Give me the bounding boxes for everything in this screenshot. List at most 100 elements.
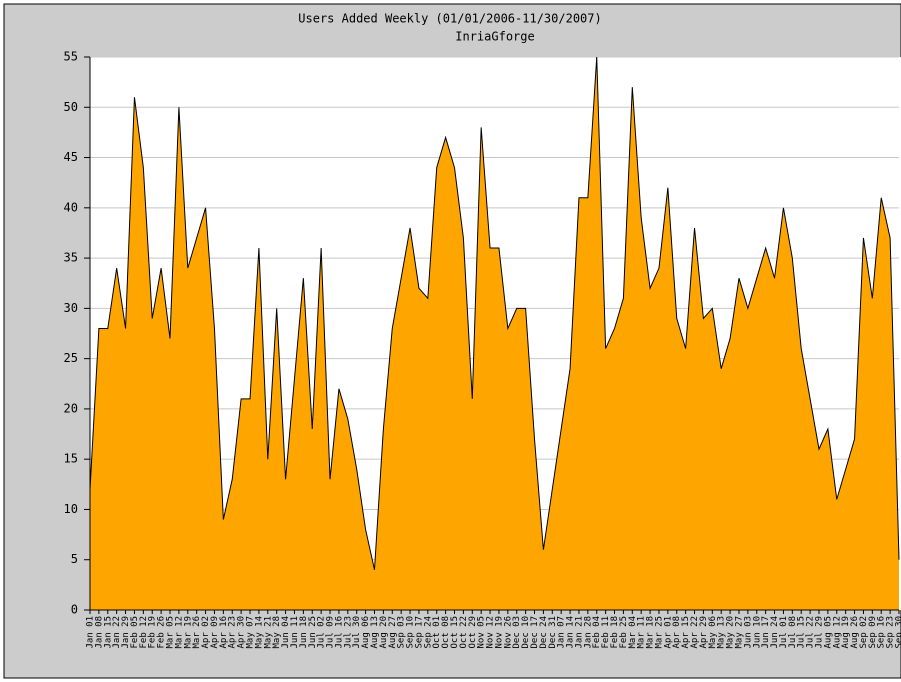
- x-tick-label: Jan 28: [583, 616, 593, 649]
- x-tick-label: Nov 05: [477, 616, 487, 649]
- x-tick-label: Sep 10: [406, 616, 416, 649]
- area-line: [89, 56, 900, 570]
- x-tick-label: Feb 26: [157, 616, 167, 649]
- x-tick-label: Sep 09: [868, 616, 878, 649]
- y-tick-label: 50: [64, 100, 78, 114]
- x-tick-label: Aug 26: [850, 616, 860, 649]
- x-tick-label: Sep 16: [877, 616, 887, 649]
- x-tick-label: May 21: [263, 616, 273, 649]
- x-tick-label: Feb 11: [601, 616, 611, 649]
- x-tick-label: May 20: [726, 616, 736, 649]
- x-tick-label: Sep 24: [423, 616, 433, 649]
- x-tick-label: Jan 21: [574, 616, 584, 649]
- y-tick-label: 15: [64, 452, 78, 466]
- x-tick-label: May 14: [254, 616, 264, 649]
- x-tick-label: Jan 08: [94, 616, 104, 649]
- x-tick-label: Mar 04: [628, 616, 638, 649]
- x-tick-label: Jul 08: [788, 616, 798, 649]
- x-tick-label: Sep 17: [414, 616, 424, 649]
- x-tick-label: Aug 12: [832, 616, 842, 649]
- x-tick-label: Jul 15: [797, 616, 807, 649]
- x-tick-label: Oct 15: [450, 616, 460, 649]
- x-tick-label: Mar 11: [637, 616, 647, 649]
- x-tick-label: Jul 09: [326, 616, 336, 649]
- x-tick-label: Mar 19: [183, 616, 193, 649]
- x-tick-label: Feb 12: [139, 616, 149, 649]
- y-tick-label: 30: [64, 301, 78, 315]
- area-fill: [90, 57, 899, 610]
- x-tick-label: Jan 15: [103, 616, 113, 649]
- x-tick-label: Aug 05: [823, 616, 833, 649]
- x-tick-label: May 07: [246, 616, 256, 649]
- x-tick-label: Mar 12: [174, 616, 184, 649]
- x-tick-label: Jul 01: [779, 616, 789, 649]
- y-tick-label: 55: [64, 50, 78, 64]
- x-tick-label: Apr 22: [690, 616, 700, 649]
- y-tick-label: 45: [64, 150, 78, 164]
- x-tick-label: Jul 29: [814, 616, 824, 649]
- x-tick-label: Mar 25: [654, 616, 664, 649]
- y-tick-label: 40: [64, 200, 78, 214]
- x-tick-label: May 27: [734, 616, 744, 649]
- x-tick-label: Oct 08: [441, 616, 451, 649]
- y-tick-label: 0: [71, 603, 78, 617]
- x-tick-label: Jun 25: [308, 616, 318, 649]
- x-tick-label: Apr 09: [210, 616, 220, 649]
- y-tick-label: 35: [64, 251, 78, 265]
- x-tick-label: Feb 05: [130, 616, 140, 649]
- x-tick-label: Aug 27: [388, 616, 398, 649]
- x-tick-label: Sep 02: [859, 616, 869, 649]
- x-tick-label: Jan 01: [86, 616, 96, 649]
- x-tick-label: May 13: [717, 616, 727, 649]
- x-tick-label: Apr 30: [237, 616, 247, 649]
- x-tick-label: Jan 22: [112, 616, 122, 649]
- y-tick-label: 10: [64, 502, 78, 516]
- x-tick-label: May 06: [708, 616, 718, 649]
- x-tick-label: Jan 07: [557, 616, 567, 649]
- y-tick-label: 20: [64, 401, 78, 415]
- x-tick-label: Apr 16: [219, 616, 229, 649]
- chart-subtitle: InriaGforge: [455, 30, 534, 44]
- x-tick-label: Dec 31: [548, 616, 558, 649]
- x-tick-label: Dec 17: [530, 616, 540, 649]
- x-tick-label: Aug 20: [379, 616, 389, 649]
- x-tick-label: Feb 18: [610, 616, 620, 649]
- x-tick-label: Mar 05: [166, 616, 176, 649]
- x-tick-label: Jan 14: [566, 616, 576, 649]
- x-tick-label: Jun 17: [761, 616, 771, 649]
- x-tick-label: Mar 18: [646, 616, 656, 649]
- x-tick-label: Aug 19: [841, 616, 851, 649]
- y-tick-label: 25: [64, 351, 78, 365]
- x-tick-label: Dec 10: [521, 616, 531, 649]
- x-tick-label: Jun 11: [290, 616, 300, 649]
- x-tick-label: Jun 18: [299, 616, 309, 649]
- x-tick-label: Apr 15: [681, 616, 691, 649]
- x-tick-label: Jun 24: [770, 616, 780, 649]
- x-tick-label: Nov 12: [486, 616, 496, 649]
- x-tick-label: Sep 30: [895, 616, 901, 649]
- x-tick-label: Feb 19: [148, 616, 158, 649]
- x-tick-label: Feb 04: [592, 616, 602, 649]
- x-tick-label: Jun 03: [743, 616, 753, 649]
- x-tick-label: Nov 26: [503, 616, 513, 649]
- x-tick-label: Sep 23: [886, 616, 896, 649]
- x-tick-label: Apr 23: [228, 616, 238, 649]
- x-tick-label: Jul 22: [806, 616, 816, 649]
- x-tick-label: Jul 23: [343, 616, 353, 649]
- x-tick-label: Aug 06: [361, 616, 371, 649]
- x-tick-label: Jun 10: [752, 616, 762, 649]
- x-tick-label: Jul 16: [334, 616, 344, 649]
- x-tick-label: Oct 01: [432, 616, 442, 649]
- x-tick-label: Mar 26: [192, 616, 202, 649]
- x-tick-label: Aug 13: [370, 616, 380, 649]
- x-tick-label: Dec 24: [539, 616, 549, 649]
- x-tick-label: Dec 03: [512, 616, 522, 649]
- x-tick-label: Oct 29: [468, 616, 478, 649]
- x-tick-label: Sep 03: [397, 616, 407, 649]
- x-tick-label: Jul 02: [317, 616, 327, 649]
- x-tick-label: Apr 01: [663, 616, 673, 649]
- x-tick-label: Apr 02: [201, 616, 211, 649]
- x-tick-label: Oct 22: [459, 616, 469, 649]
- x-tick-label: Nov 19: [494, 616, 504, 649]
